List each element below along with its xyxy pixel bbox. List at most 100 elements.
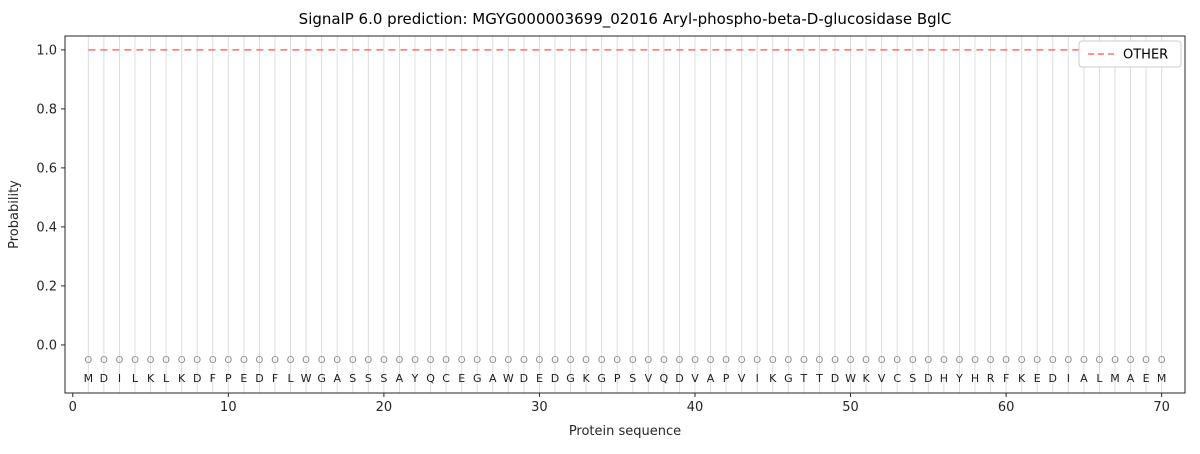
sequence-letter: G xyxy=(473,372,482,385)
sequence-letter: D xyxy=(1049,372,1057,385)
prediction-letter: O xyxy=(427,355,435,366)
prediction-letter: O xyxy=(178,355,186,366)
prediction-letter: O xyxy=(629,355,637,366)
prediction-letter: O xyxy=(504,355,512,366)
prediction-letter: O xyxy=(987,355,995,366)
prediction-letter: O xyxy=(458,355,466,366)
sequence-letter: L xyxy=(287,372,294,385)
sequence-letter: Q xyxy=(426,372,435,385)
prediction-letter: O xyxy=(816,355,824,366)
sequence-letter: L xyxy=(132,372,139,385)
prediction-letter: O xyxy=(240,355,248,366)
sequence-letter: M xyxy=(84,372,94,385)
y-axis: 0.0 0.2 0.4 0.6 0.8 1.0 xyxy=(36,43,65,353)
prediction-letter: O xyxy=(442,355,450,366)
prediction-letter: O xyxy=(940,355,948,366)
prediction-letter: O xyxy=(644,355,652,366)
legend-box xyxy=(1078,40,1182,68)
sequence-letter: E xyxy=(458,372,465,385)
sequence-letter: C xyxy=(442,372,450,385)
grid-lines xyxy=(87,36,1163,393)
sequence-letter: E xyxy=(1034,372,1041,385)
sequence-letter: E xyxy=(1143,372,1150,385)
sequence-letter: K xyxy=(178,372,186,385)
sequence-letter: A xyxy=(396,372,404,385)
x-tick-label: 20 xyxy=(376,400,393,415)
prediction-letter: O xyxy=(753,355,761,366)
prediction-letter: O xyxy=(660,355,668,366)
sequence-letter: A xyxy=(333,372,341,385)
prediction-letter: O xyxy=(909,355,917,366)
sequence-letter: Q xyxy=(660,372,669,385)
prediction-letter: O xyxy=(1158,355,1166,366)
prediction-letter: O xyxy=(613,355,621,366)
x-tick-label: 0 xyxy=(69,400,77,415)
sequence-letter: I xyxy=(1067,372,1070,385)
prediction-letter: O xyxy=(396,355,404,366)
prediction-letter: O xyxy=(364,355,372,366)
x-tick-label: 70 xyxy=(1153,400,1170,415)
prediction-letter: O xyxy=(1080,355,1088,366)
prediction-letter: O xyxy=(162,355,170,366)
sequence-letter: K xyxy=(147,372,155,385)
x-axis-label: Protein sequence xyxy=(569,424,681,439)
prediction-letter: O xyxy=(1002,355,1010,366)
sequence-letter: G xyxy=(317,372,326,385)
prediction-letter: O xyxy=(536,355,544,366)
y-tick-label: 0.6 xyxy=(36,161,57,176)
prediction-letter: O xyxy=(318,355,326,366)
sequence-letter: D xyxy=(520,372,528,385)
sequence-letter: W xyxy=(845,372,856,385)
y-tick-label: 1.0 xyxy=(36,43,57,58)
prediction-letter: O xyxy=(1111,355,1119,366)
prediction-letter: O xyxy=(256,355,264,366)
sequence-letter: D xyxy=(551,372,559,385)
sequence-letter: L xyxy=(1096,372,1103,385)
sequence-letter: P xyxy=(614,372,621,385)
x-axis: 0 10 20 30 40 50 60 70 xyxy=(69,393,1170,415)
sequence-letter: F xyxy=(1003,372,1009,385)
sequence-letter: I xyxy=(756,372,759,385)
sequence-letter: T xyxy=(815,372,823,385)
x-tick-label: 30 xyxy=(531,400,548,415)
sequence-letter: L xyxy=(163,372,170,385)
x-tick-label: 10 xyxy=(220,400,237,415)
prediction-letter: O xyxy=(722,355,730,366)
prediction-letter: O xyxy=(1049,355,1057,366)
prediction-letter: O xyxy=(1096,355,1104,366)
prediction-letter: O xyxy=(287,355,295,366)
sequence-letter: D xyxy=(675,372,683,385)
prediction-letter: O xyxy=(924,355,932,366)
prediction-letter: O xyxy=(893,355,901,366)
sequence-letter: P xyxy=(225,372,232,385)
prediction-letter: O xyxy=(116,355,124,366)
prediction-letter: O xyxy=(769,355,777,366)
sequence-letter: A xyxy=(489,372,497,385)
prediction-letter: O xyxy=(956,355,964,366)
sequence-letter: K xyxy=(1018,372,1026,385)
sequence-letter: V xyxy=(691,372,699,385)
axes-frame xyxy=(64,35,1186,394)
prediction-letter: O xyxy=(489,355,497,366)
sequence-letter: F xyxy=(210,372,216,385)
sequence-letter: E xyxy=(536,372,543,385)
sequence-letter: F xyxy=(272,372,278,385)
sequence-letter: I xyxy=(118,372,121,385)
sequence-letter: A xyxy=(1080,372,1088,385)
prediction-letter: O xyxy=(302,355,310,366)
prediction-letter: O xyxy=(862,355,870,366)
prediction-letter: O xyxy=(738,355,746,366)
prediction-letter: O xyxy=(1127,355,1135,366)
prediction-letter: O xyxy=(676,355,684,366)
prediction-letter: O xyxy=(100,355,108,366)
prediction-letter: O xyxy=(473,355,481,366)
x-tick-label: 60 xyxy=(998,400,1015,415)
prediction-letter: O xyxy=(84,355,92,366)
sequence-letter: H xyxy=(971,372,979,385)
sequence-letter: V xyxy=(645,372,653,385)
prediction-letter: O xyxy=(567,355,575,366)
prediction-letter: O xyxy=(878,355,886,366)
y-tick-label: 0.4 xyxy=(36,220,57,235)
